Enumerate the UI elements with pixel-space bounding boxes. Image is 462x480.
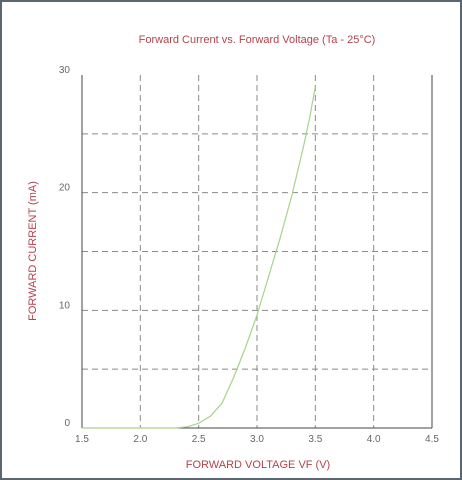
x-tick-label-1.5: 1.5 (75, 434, 89, 445)
chart-title: Forward Current vs. Forward Voltage (Ta … (139, 34, 376, 46)
series-layer (82, 86, 316, 429)
x-tick-label-4.0: 4.0 (367, 434, 381, 445)
x-axis-label: FORWARD VOLTAGE VF (V) (186, 459, 330, 471)
x-tick-label-3.0: 3.0 (250, 434, 264, 445)
x-tick-label-2.0: 2.0 (133, 434, 147, 445)
grid (82, 75, 432, 428)
x-tick-label-4.5: 4.5 (425, 434, 439, 445)
y-tick-label-10: 10 (59, 300, 71, 311)
y-tick-label-0: 0 (64, 418, 70, 429)
x-tick-label-2.5: 2.5 (192, 434, 206, 445)
y-tick-label-30: 30 (59, 65, 71, 76)
y-axis-label: FORWARD CURRENT (mA) (27, 181, 39, 321)
y-tick-label-20: 20 (59, 183, 71, 194)
tick-labels: 1.5 2.0 2.5 3.0 3.5 4.0 4.5 0 10 20 30 (59, 65, 440, 445)
x-tick-label-3.5: 3.5 (308, 434, 322, 445)
series-line-0 (82, 86, 316, 429)
